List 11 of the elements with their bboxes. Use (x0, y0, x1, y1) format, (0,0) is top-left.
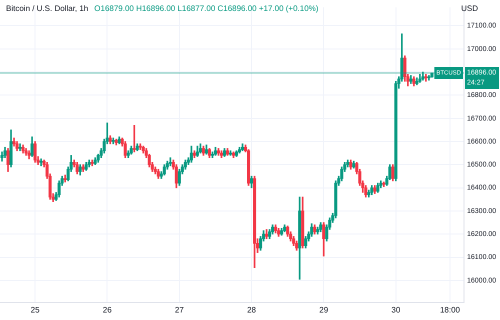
x-tick-label: 27 (174, 305, 184, 314)
y-axis-title: USD (461, 4, 478, 13)
chart-subtitle: O16879.00 H16896.00 L16877.00 C16896.00 +17.00 (+0.10%) (94, 4, 318, 13)
x-tick-label: 28 (247, 305, 257, 314)
x-tick-label: 30 (391, 305, 401, 314)
x-tick-label: 26 (102, 305, 112, 314)
x-tick-label: 25 (30, 305, 40, 314)
x-tick-label: 29 (319, 305, 329, 314)
x-tick-label: 18:00 (440, 305, 461, 314)
candlestick (427, 75, 430, 80)
chart-title: Bitcoin / U.S. Dollar, 1h (6, 4, 88, 13)
